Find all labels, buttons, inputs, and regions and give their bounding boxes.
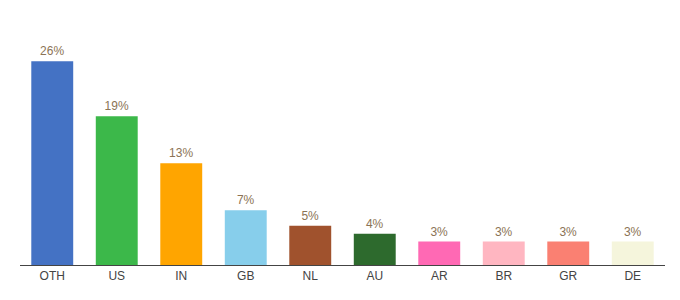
- svg-text:IN: IN: [175, 269, 187, 283]
- svg-text:4%: 4%: [366, 217, 384, 231]
- svg-text:3%: 3%: [495, 225, 513, 239]
- svg-text:AR: AR: [431, 269, 448, 283]
- svg-text:OTH: OTH: [40, 269, 65, 283]
- svg-text:NL: NL: [303, 269, 319, 283]
- svg-text:DE: DE: [624, 269, 641, 283]
- svg-text:GB: GB: [237, 269, 254, 283]
- svg-text:7%: 7%: [237, 193, 255, 207]
- svg-text:5%: 5%: [301, 209, 319, 223]
- svg-text:BR: BR: [495, 269, 512, 283]
- svg-text:AU: AU: [366, 269, 383, 283]
- svg-text:26%: 26%: [40, 44, 64, 58]
- svg-text:3%: 3%: [430, 225, 448, 239]
- svg-text:US: US: [108, 269, 125, 283]
- svg-text:13%: 13%: [169, 146, 193, 160]
- svg-text:3%: 3%: [624, 225, 642, 239]
- svg-text:19%: 19%: [105, 99, 129, 113]
- svg-text:GR: GR: [559, 269, 577, 283]
- svg-text:3%: 3%: [559, 225, 577, 239]
